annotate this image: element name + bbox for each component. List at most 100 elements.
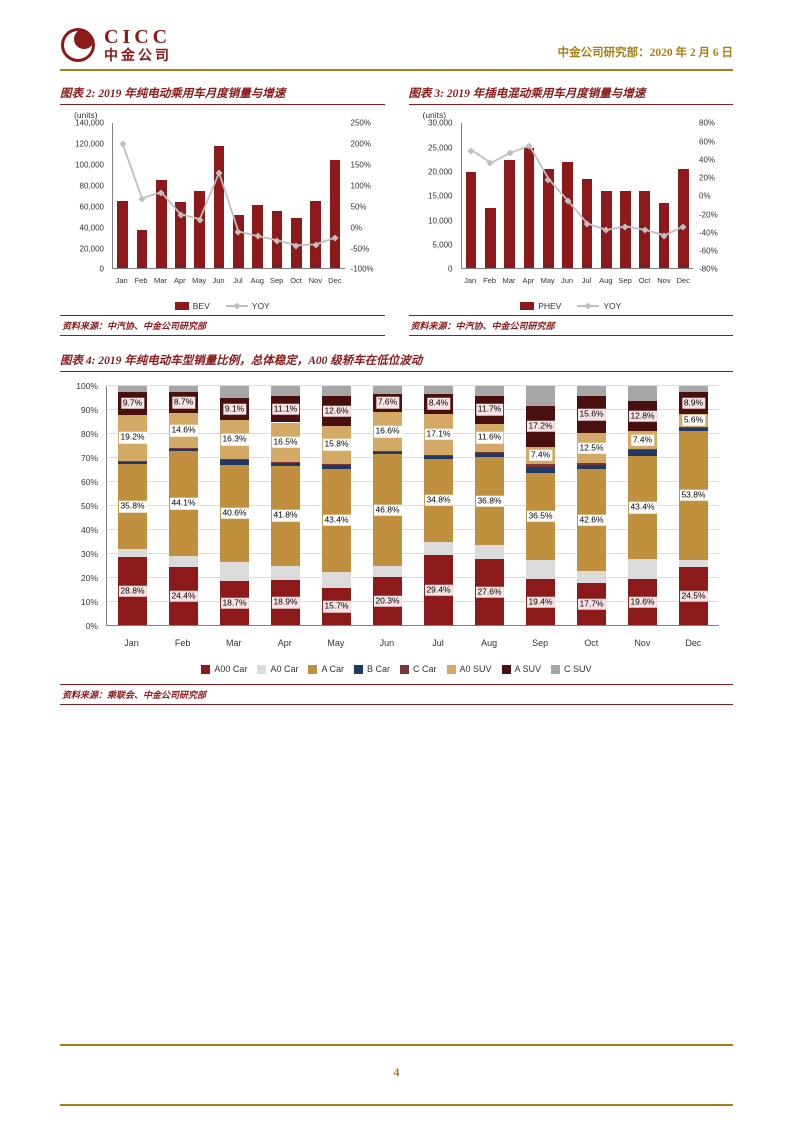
segment-c-car [118,460,147,462]
header-divider [60,69,733,72]
axis-tick: 40% [80,525,98,536]
segment-label: 17.1% [424,428,453,440]
segment-label: 34.8% [424,494,453,507]
segment-label: 19.6% [628,596,657,608]
x-tick-label: Dec [328,276,342,286]
axis-tick: 80% [80,429,98,440]
segment-label: 43.4% [322,514,351,527]
color-swatch [353,664,363,674]
segment-label: 41.8% [271,510,300,522]
segment-a0-car [220,561,249,581]
x-tick-label: Apr [522,276,535,286]
segment-a0-car [679,559,708,567]
x-tick-label: Jan [464,276,477,286]
bar-apr [175,202,186,269]
segment-b-car [373,451,402,455]
segment-label: 17.7% [577,598,606,610]
segment-label: 9.1% [222,403,247,415]
segment-label: 44.1% [169,497,198,510]
x-tick-label: May [192,276,207,286]
axis-tick: 100,000 [75,160,104,170]
bar-mar [155,180,167,269]
axis-tick: 20,000 [428,167,453,177]
segment-label: 11.6% [475,432,504,444]
x-tick-label: May [540,276,555,286]
chart-legend: A00 Car A0 Car A Car B Car C Car A0 SUV A SUV C… [60,664,733,674]
x-tick-label: May [327,638,345,649]
segment-label: 18.7% [220,597,249,609]
bar-dec [329,159,341,269]
segment-label: 12.6% [322,405,351,417]
segment-label: 29.4% [424,584,453,596]
legend-item: C SUV [551,664,592,674]
bar-dec [678,169,689,269]
legend-item: B Car [353,664,390,674]
segment-label: 18.9% [271,597,300,609]
segment-label: 24.5% [679,590,708,602]
gridline [107,600,719,602]
segment-c-suv [424,386,453,394]
segment-c-car [577,463,606,465]
segment-label: 11.7% [475,404,504,416]
segment-label: 36.5% [526,510,555,523]
segment-label: 14.6% [169,424,198,437]
legend-item: BEV [174,301,210,312]
segment-c-car [424,454,453,456]
bar-jan [465,171,477,269]
segment-b-car [679,428,708,432]
x-tick-label: Oct [638,276,651,286]
axis-tick: 40% [699,155,716,165]
axis-tick: 20% [699,173,716,183]
x-tick-label: Jan [115,276,128,286]
legend-label: C Car [413,664,437,675]
legend-item: A Car [308,664,344,674]
axis-tick: 10% [80,597,98,608]
legend-label: A0 Car [270,664,299,675]
axis-tick: 150% [350,160,371,170]
bar-may [194,190,206,269]
line-swatch [225,302,248,310]
legend-item: YOY [577,301,621,311]
legend-item: YOY [225,301,270,311]
axis-tick: 50% [350,202,367,212]
axis-tick: 20% [80,573,98,584]
legend-label: PHEV [538,301,562,312]
x-tick-label: Apr [277,638,292,649]
right-axis: 250% 200% 150% 100% 50% 0% -50% -100% [347,119,385,274]
legend-label: BEV [192,301,210,312]
yoy-line [462,123,694,268]
gridline [107,409,719,411]
cicc-logo: CICC 中金公司 [60,26,172,63]
color-swatch [257,664,267,674]
segment-label: 11.1% [271,403,300,415]
chart-plot: 28.8% 35.8% 19.2% 9.7% 24.4% 44.1% 14.6% 8.7% 18… [106,385,719,627]
gridline [107,576,719,578]
axis-tick: 120,000 [75,139,104,149]
segment-c-suv [220,386,249,399]
segment-label: 28.8% [118,585,147,597]
legend-item: C Car [400,664,437,674]
segment-label: 16.5% [271,436,300,448]
x-tick-label: Sep [270,276,284,286]
axis-tick: 60% [699,137,716,147]
segment-c-car [322,463,351,466]
segment-a0-car [169,556,198,568]
segment-label: 17.2% [526,420,555,432]
segment-label: 7.4% [630,434,655,446]
segment-a0-car [271,565,300,581]
x-tick-label: Aug [599,276,613,286]
segment-b-car [220,459,249,465]
x-tick-label: Sep [618,276,632,286]
x-tick-label: Mar [153,276,167,286]
axis-tick: 10,000 [428,216,453,226]
segment-a0-car [475,545,504,560]
axis-unit-label: (units) [74,110,98,121]
page-number: 4 [393,1065,400,1079]
x-tick-label: Jun [212,276,225,286]
chart-bev-source: 资料来源：中汽协、中金公司研究部 [60,315,385,337]
bar-feb [485,207,496,269]
segment-label: 16.6% [373,425,402,438]
segment-a0-car [424,541,453,556]
page-header: CICC 中金公司 中金公司研究部：2020 年 2 月 6 日 [60,26,733,63]
